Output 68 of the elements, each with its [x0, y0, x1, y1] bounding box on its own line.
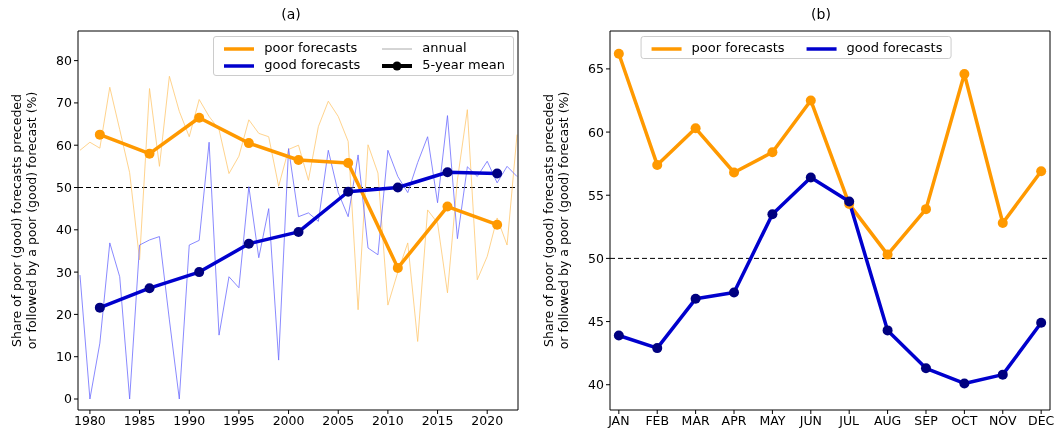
point: [343, 157, 354, 168]
line-series: [79, 115, 518, 400]
point: [613, 48, 624, 59]
x-tick-label: JUL: [838, 412, 860, 428]
point: [690, 123, 701, 134]
annotation: 5-year mean: [422, 57, 505, 72]
y-tick-label: 30: [56, 264, 73, 280]
x-tick-label: 2020: [471, 412, 504, 428]
x-tick-label: JUN: [798, 412, 822, 428]
chart-title: (b): [810, 6, 832, 22]
x-tick-label: OCT: [951, 412, 978, 428]
y-axis-title: Share of poor (good) forecasts preceded or followed by a poor (good) forecast (%): [9, 91, 39, 350]
point: [729, 167, 740, 178]
x-tick-label: NOV: [989, 412, 1017, 428]
y-tick-label: 60: [56, 137, 73, 153]
point: [442, 201, 453, 212]
y-axis-title: Share of poor (good) forecasts preceded or followed by a poor (good) forecast (%): [541, 91, 571, 350]
point: [920, 204, 931, 215]
y-tick-label: 40: [588, 377, 605, 393]
point: [959, 68, 970, 79]
point: [805, 95, 816, 106]
y-tick-label: 70: [56, 95, 73, 111]
x-tick-label: MAY: [759, 412, 786, 428]
x-tick-label: 2000: [272, 412, 305, 428]
point: [392, 262, 403, 273]
legend-label: good forecasts: [846, 40, 943, 55]
x-tick-label: FEB: [645, 412, 670, 428]
x-tick-label: DEC: [1028, 412, 1055, 428]
y-tick-label: 65: [588, 61, 604, 77]
x-tick-label: MAR: [681, 412, 710, 428]
x-tick-label: JAN: [607, 412, 630, 428]
y-tick-label: 40: [56, 222, 73, 238]
point: [1036, 166, 1047, 177]
x-tick-label: APR: [721, 412, 747, 428]
legend-label: poor forecasts: [264, 40, 358, 55]
x-tick-label: 1990: [173, 412, 206, 428]
y-tick-label: 55: [588, 187, 604, 203]
y-tick-label: 45: [588, 314, 604, 329]
y-tick-label: 10: [56, 349, 73, 365]
point: [492, 219, 503, 230]
annotation: annual: [422, 40, 467, 55]
x-tick-label: 2005: [322, 412, 355, 428]
x-tick-label: 2015: [421, 412, 454, 428]
line-series: [79, 75, 518, 342]
y-tick-label: 80: [56, 53, 73, 69]
legend-label: good forecasts: [264, 57, 361, 72]
point: [194, 112, 205, 123]
x-tick-label: AUG: [873, 412, 902, 428]
y-tick-label: 50: [56, 179, 73, 195]
y-tick-label: 60: [588, 124, 605, 140]
point: [243, 138, 254, 149]
point: [94, 129, 105, 140]
chart-title: (a): [280, 6, 302, 22]
point: [997, 218, 1008, 229]
point: [144, 148, 155, 159]
legend-label: poor forecasts: [691, 40, 785, 55]
point: [293, 155, 304, 166]
x-tick-label: 2010: [371, 412, 404, 428]
x-tick-label: 1985: [123, 412, 156, 428]
x-tick-label: SEP: [914, 412, 939, 428]
x-tick-label: 1980: [74, 412, 106, 428]
y-tick-label: 20: [56, 306, 73, 322]
x-tick-label: 1995: [223, 412, 255, 428]
point: [882, 249, 893, 260]
point: [652, 159, 663, 170]
y-tick-label: 0: [64, 391, 73, 407]
point: [767, 147, 778, 158]
y-tick-label: 50: [588, 250, 605, 266]
